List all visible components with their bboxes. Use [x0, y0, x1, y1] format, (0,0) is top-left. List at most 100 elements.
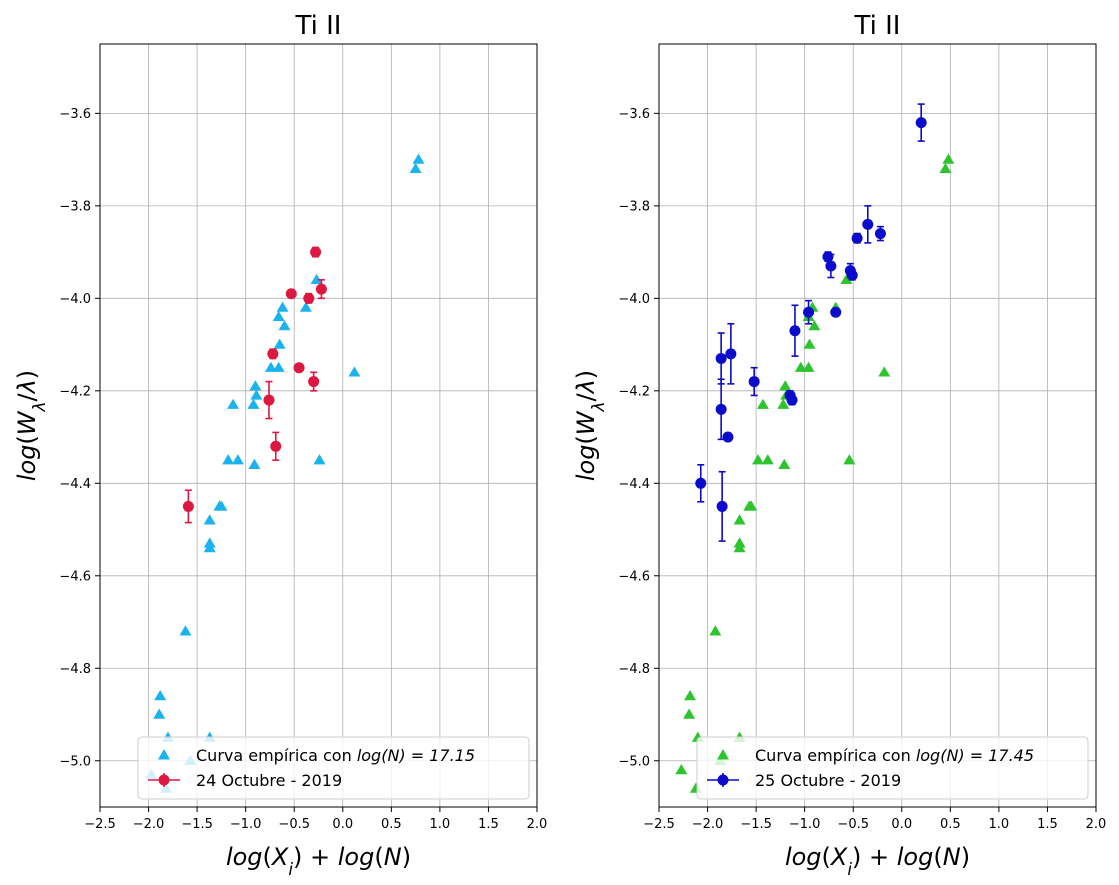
- y-tick-label: −3.6: [59, 107, 91, 122]
- triangle-marker: [249, 380, 262, 391]
- y-tick-label: −4.0: [59, 292, 91, 307]
- y-tick-label: −4.4: [59, 477, 91, 492]
- x-tick-label: 1.0: [430, 817, 451, 832]
- y-axis-label: log(Wλ/λ): [572, 370, 608, 481]
- legend-box: [137, 736, 530, 800]
- circle-marker: [315, 283, 327, 295]
- circle-marker: [803, 306, 815, 318]
- triangle-marker: [272, 361, 285, 372]
- circle-marker: [303, 292, 315, 304]
- triangle-marker: [278, 320, 291, 331]
- triangle-marker: [313, 454, 326, 465]
- x-tick-label: −1.5: [740, 817, 772, 832]
- triangle-marker: [752, 454, 765, 465]
- triangle-marker: [248, 458, 261, 470]
- triangle-marker: [310, 273, 323, 285]
- legend-entry-1: Curva empírica con log(N) = 17.45: [755, 746, 1034, 765]
- y-tick-label: −3.8: [618, 199, 650, 214]
- legend: Curva empírica con log(N) = 17.45 25 Octu…: [696, 736, 1089, 800]
- x-tick-label: −1.0: [789, 817, 821, 832]
- y-tick-label: −4.0: [618, 292, 650, 307]
- triangle-marker: [276, 301, 289, 312]
- triangle-marker: [203, 514, 216, 525]
- triangle-marker: [154, 690, 167, 701]
- y-tick-label: −4.2: [59, 384, 91, 399]
- circle-marker: [915, 117, 927, 129]
- triangle-marker: [203, 542, 216, 553]
- x-tick-label: 1.5: [1037, 817, 1058, 832]
- circle-marker: [263, 394, 275, 406]
- x-tick-label: −1.0: [230, 817, 262, 832]
- circle-marker: [716, 500, 728, 512]
- x-tick-label: 0.0: [891, 817, 912, 832]
- triangle-marker: [348, 366, 361, 377]
- circle-marker: [789, 325, 801, 337]
- y-tick-label: −5.0: [59, 754, 91, 769]
- plot-frame: [658, 43, 1097, 808]
- circle-marker: [846, 269, 858, 281]
- y-tick-label: −5.0: [618, 754, 650, 769]
- y-tick-label: −3.8: [59, 199, 91, 214]
- circle-marker: [851, 232, 863, 244]
- x-tick-label: 1.0: [989, 817, 1010, 832]
- y-tick-label: −4.6: [59, 569, 91, 584]
- chart-panel-1: −2.5 −2.0 −1.5 −1.0 −0.5 0.0 0.5 1.0 1.5 2.0 −5.0 −…: [13, 11, 547, 879]
- triangle-marker: [709, 625, 722, 636]
- triangle-marker: [412, 153, 425, 164]
- triangle-marker: [779, 380, 792, 391]
- triangle-marker: [942, 153, 955, 164]
- circle-marker: [725, 348, 737, 360]
- triangle-marker: [247, 398, 260, 409]
- legend-entry-2: 24 Octubre - 2019: [196, 771, 342, 790]
- series-1: [145, 153, 425, 793]
- legend-box: [696, 736, 1089, 800]
- circle-marker: [267, 348, 279, 360]
- triangle-marker: [231, 454, 244, 465]
- triangle-marker: [227, 398, 240, 409]
- triangle-marker: [840, 273, 853, 285]
- triangle-marker: [777, 398, 790, 409]
- x-tick-label: 0.5: [381, 817, 402, 832]
- circle-marker: [825, 260, 837, 272]
- triangle-marker: [272, 310, 285, 322]
- circle-marker: [715, 403, 727, 415]
- triangle-marker: [153, 708, 166, 719]
- x-tick-label: 2.0: [1086, 817, 1107, 832]
- triangle-marker: [745, 500, 758, 511]
- triangle-marker: [939, 162, 952, 174]
- circle-marker: [310, 246, 322, 258]
- legend-circle-icon: [158, 774, 170, 786]
- triangle-marker: [222, 454, 235, 465]
- x-tick-label: −0.5: [278, 817, 310, 832]
- triangle-marker: [273, 338, 286, 349]
- triangle-marker: [733, 542, 746, 553]
- x-tick-label: −0.5: [837, 817, 869, 832]
- triangle-marker: [299, 301, 312, 312]
- plot-frame: [99, 43, 538, 808]
- x-tick-label: 0.0: [332, 817, 353, 832]
- x-tick-label: −2.0: [133, 817, 165, 832]
- circle-marker: [830, 306, 842, 318]
- circle-marker: [874, 228, 886, 240]
- triangle-marker: [878, 366, 891, 377]
- y-axis-label: log(Wλ/λ): [13, 370, 49, 481]
- triangle-marker: [756, 398, 769, 409]
- x-axis-label: log(Xi) + log(N): [226, 843, 411, 879]
- circle-marker: [293, 362, 305, 374]
- circle-marker: [722, 431, 734, 443]
- circle-marker: [862, 218, 874, 230]
- circle-marker: [786, 394, 798, 406]
- triangle-marker: [761, 454, 774, 465]
- triangle-marker: [250, 389, 263, 400]
- y-tick-label: −3.6: [618, 107, 650, 122]
- series-1: [675, 153, 955, 793]
- series-2: [182, 246, 327, 524]
- triangle-marker: [733, 514, 746, 525]
- x-tick-label: 1.5: [478, 817, 499, 832]
- legend-entry-1: Curva empírica con log(N) = 17.15: [196, 746, 475, 765]
- triangle-marker: [683, 708, 696, 719]
- legend-triangle-icon: [158, 749, 170, 760]
- x-axis-label: log(Xi) + log(N): [785, 843, 970, 879]
- y-tick-label: −4.8: [618, 662, 650, 677]
